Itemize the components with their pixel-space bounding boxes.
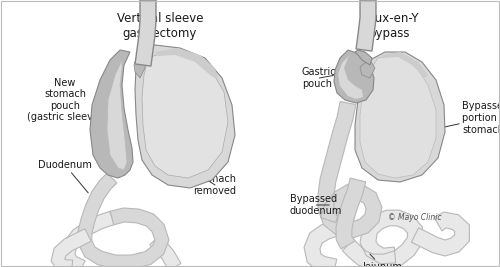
- Polygon shape: [304, 221, 338, 267]
- Polygon shape: [318, 101, 382, 238]
- Polygon shape: [90, 50, 133, 178]
- Text: Bypassed
portion of
stomach: Bypassed portion of stomach: [442, 101, 500, 135]
- Polygon shape: [342, 210, 422, 267]
- Text: Duodenum: Duodenum: [38, 160, 92, 193]
- Polygon shape: [150, 235, 181, 267]
- Polygon shape: [382, 52, 428, 78]
- Text: New
stomach
pouch
(gastric sleeve): New stomach pouch (gastric sleeve): [27, 78, 108, 122]
- Polygon shape: [135, 0, 156, 66]
- Text: © Mayo Clinic: © Mayo Clinic: [388, 214, 442, 222]
- Polygon shape: [356, 0, 376, 51]
- Text: Jejunum: Jejunum: [362, 254, 402, 267]
- Polygon shape: [135, 45, 235, 188]
- Text: Stomach
removed: Stomach removed: [194, 174, 236, 196]
- Polygon shape: [412, 212, 470, 256]
- Text: Bypassed
duodenum: Bypassed duodenum: [290, 194, 343, 216]
- Polygon shape: [134, 52, 145, 78]
- Polygon shape: [355, 50, 372, 65]
- Text: Vertical sleeve
gastrectomy: Vertical sleeve gastrectomy: [117, 12, 203, 40]
- Polygon shape: [142, 52, 228, 178]
- Polygon shape: [51, 229, 91, 267]
- Polygon shape: [355, 52, 445, 182]
- Polygon shape: [360, 60, 375, 78]
- Polygon shape: [61, 211, 114, 267]
- Text: Roux-en-Y
bypass: Roux-en-Y bypass: [361, 12, 419, 40]
- Text: Gastric
pouch: Gastric pouch: [302, 67, 336, 89]
- Polygon shape: [107, 60, 127, 170]
- Polygon shape: [334, 50, 374, 103]
- Polygon shape: [336, 178, 366, 249]
- Polygon shape: [78, 173, 169, 267]
- Polygon shape: [112, 256, 128, 267]
- Polygon shape: [155, 48, 218, 80]
- Polygon shape: [360, 55, 436, 178]
- Polygon shape: [338, 55, 363, 99]
